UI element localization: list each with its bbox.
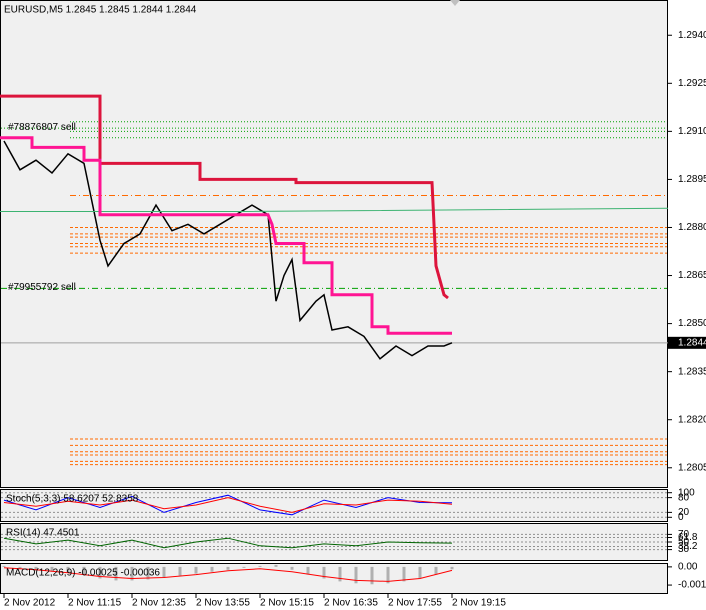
y-tick-label: 1.2940	[678, 30, 706, 41]
y-tick-label: 0	[678, 512, 684, 523]
macd-bar	[210, 566, 214, 572]
macd-bar	[338, 566, 342, 582]
macd-bar	[402, 566, 406, 582]
y-tick-label: 100	[678, 487, 695, 498]
series-line	[0, 94, 449, 300]
shift-marker	[450, 0, 460, 6]
y-tick-label: 1.2820	[678, 414, 706, 425]
y-tick-label: 1.2835	[678, 366, 706, 377]
series-line	[3, 494, 453, 516]
macd-bar	[50, 566, 54, 572]
macd-bar	[386, 566, 390, 584]
series-line	[3, 497, 453, 513]
series-line	[0, 136, 452, 335]
series-line	[3, 537, 453, 549]
x-tick-label: 2 Nov 16:35	[324, 598, 378, 609]
macd-bar	[162, 566, 166, 578]
x-tick-label: 2 Nov 12:35	[132, 598, 186, 609]
y-tick-label: 1.2805	[678, 462, 706, 473]
y-tick-label: 1.2925	[678, 78, 706, 89]
macd-bar	[450, 566, 454, 570]
y-tick-label: 1.2865	[678, 270, 706, 281]
macd-bar	[146, 566, 150, 580]
series-line	[0, 207, 669, 212]
macd-bar	[322, 566, 326, 579]
x-tick-label: 2 Nov 17:55	[388, 598, 442, 609]
y-tick-label: 50	[678, 537, 690, 548]
macd-bar	[130, 566, 134, 581]
x-tick-label: 2 Nov 13:55	[196, 598, 250, 609]
macd-bar	[2, 565, 6, 567]
y-tick-label: 61.8	[678, 532, 698, 543]
y-tick-label: 1.2850	[678, 318, 706, 329]
panel-title: MACD(12,26,9) -0.00025 -0.00036	[6, 568, 160, 579]
macd-bar	[418, 566, 422, 579]
macd-bar	[434, 566, 438, 575]
y-tick-label: 1.2895	[678, 174, 706, 185]
macd-bar	[226, 566, 230, 570]
bid-box	[668, 336, 706, 349]
x-tick-label: 2 Nov 11:15	[68, 598, 122, 609]
macd-bar	[258, 565, 262, 567]
x-tick-label: 2 Nov 2012	[4, 598, 56, 609]
y-tick-label: 0.00	[678, 562, 698, 573]
y-tick-label: 30	[678, 544, 690, 555]
series-line	[3, 140, 453, 360]
macd-bar	[242, 566, 246, 568]
y-tick-label: 38.2	[678, 541, 698, 552]
y-tick-label: 20	[678, 507, 690, 518]
macd-bar	[194, 566, 198, 574]
panel-title: EURUSD,M5 1.2845 1.2845 1.2844 1.2844	[4, 5, 197, 16]
y-tick-label: -0.00188	[678, 580, 706, 591]
macd-bar	[18, 566, 22, 569]
macd-panel	[0, 563, 668, 594]
macd-bar	[178, 566, 182, 576]
order-label: #78876807 sell	[8, 122, 76, 133]
macd-bar	[370, 566, 374, 585]
y-tick-label: 70	[678, 529, 690, 540]
y-tick-label: 1.2910	[678, 126, 706, 137]
macd-bar	[98, 566, 102, 579]
macd-bar	[274, 564, 278, 567]
macd-bar	[290, 566, 294, 570]
y-tick-label: 80	[678, 492, 690, 503]
macd-bar	[34, 566, 38, 571]
x-tick-label: 2 Nov 15:15	[260, 598, 314, 609]
macd-bar	[82, 566, 86, 575]
macd-bar	[306, 566, 310, 575]
panel-title: Stoch(5,3,3) 58.6207 52.8358	[6, 494, 139, 505]
macd-bar	[114, 566, 118, 581]
stoch-panel	[0, 489, 668, 522]
y-tick-label: 1.2880	[678, 222, 706, 233]
order-label: #79955792 sell	[8, 282, 76, 293]
x-tick-label: 2 Nov 19:15	[452, 598, 506, 609]
panel-title: RSI(14) 47.4501	[6, 528, 80, 539]
series-line	[3, 567, 453, 582]
bid-label: 1.2844	[678, 337, 706, 348]
macd-bar	[66, 566, 70, 573]
macd-bar	[354, 566, 358, 584]
